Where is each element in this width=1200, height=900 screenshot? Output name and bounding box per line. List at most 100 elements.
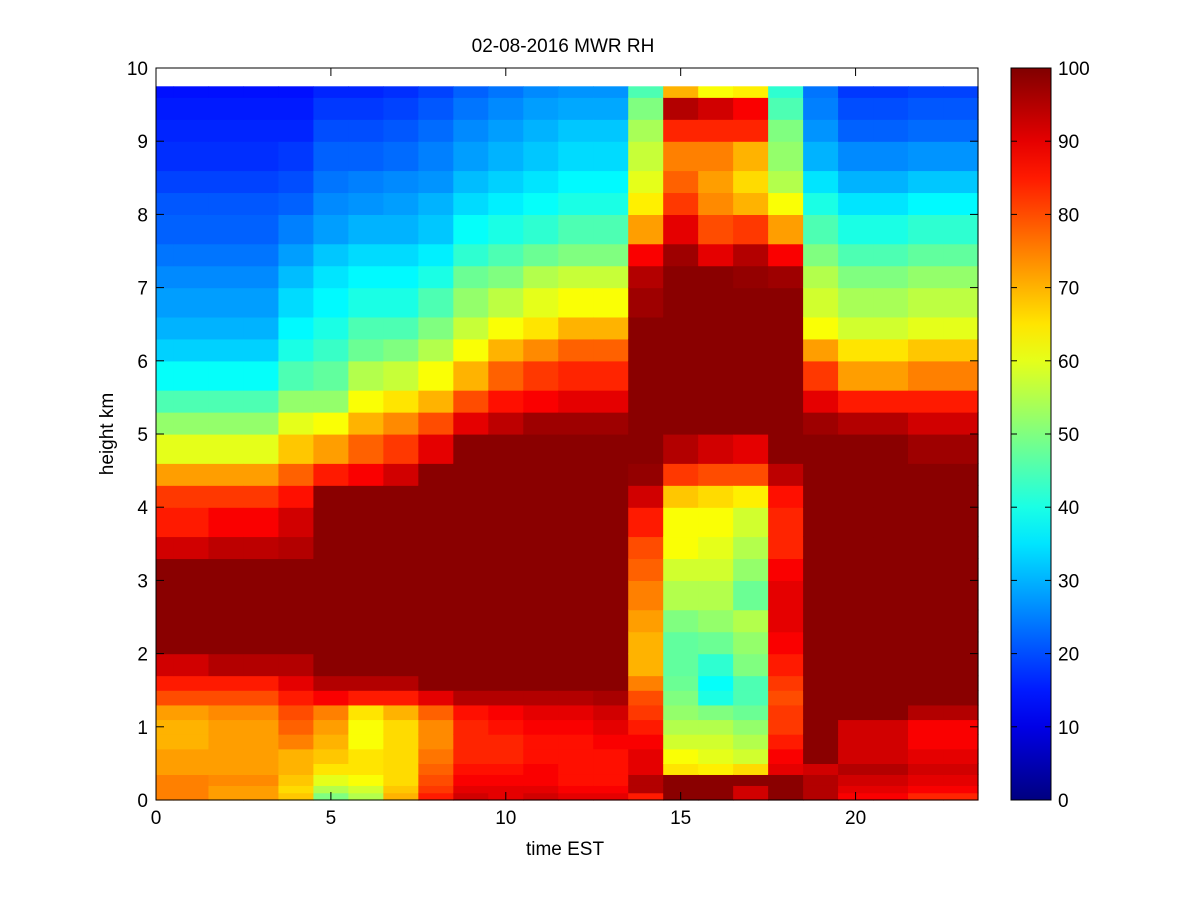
heatmap-cell — [698, 609, 734, 633]
heatmap-cell — [908, 580, 944, 611]
heatmap-cell — [453, 192, 489, 215]
heatmap-cell — [453, 287, 489, 318]
heatmap-cell — [873, 412, 909, 435]
heatmap-cell — [698, 192, 734, 215]
heatmap-cell — [383, 360, 419, 391]
heatmap-cell — [348, 463, 384, 486]
heatmap-cell — [558, 86, 594, 98]
heatmap-cell — [488, 690, 524, 706]
heatmap-cell — [908, 507, 944, 538]
heatmap-cell — [156, 609, 175, 633]
heatmap-cell — [208, 675, 245, 691]
heatmap-cell — [698, 719, 734, 735]
heatmap-cell — [383, 390, 419, 413]
heatmap-cell — [313, 119, 349, 142]
heatmap-cell — [943, 734, 979, 750]
heatmap-cell — [523, 748, 559, 764]
heatmap-cell — [908, 675, 944, 691]
heatmap-cell — [663, 316, 699, 340]
heatmap-cell — [173, 558, 210, 581]
heatmap-cell — [488, 580, 524, 611]
heatmap-cell — [173, 86, 210, 98]
heatmap-cell — [873, 631, 909, 655]
heatmap-cell — [733, 675, 769, 691]
heatmap-cell — [313, 463, 349, 486]
heatmap-cell — [838, 507, 874, 538]
heatmap-cell — [313, 170, 349, 194]
heatmap-cell — [663, 631, 699, 655]
heatmap-cell — [908, 243, 944, 267]
heatmap-cell — [803, 653, 839, 677]
y-axis-label: height km — [97, 393, 118, 475]
heatmap-cell — [663, 119, 699, 142]
heatmap-cell — [156, 704, 175, 721]
heatmap-cell — [698, 170, 734, 194]
heatmap-cell — [208, 338, 245, 362]
heatmap-cell — [313, 774, 349, 786]
heatmap-cell — [628, 97, 664, 120]
heatmap-cell — [558, 214, 594, 245]
heatmap-cell — [803, 704, 839, 721]
heatmap-cell — [453, 748, 489, 764]
heatmap-cell — [803, 338, 839, 362]
heatmap-cell — [908, 214, 944, 245]
heatmap-cell — [593, 97, 629, 120]
heatmap-cell — [628, 719, 664, 735]
heatmap-cell — [348, 558, 384, 581]
heatmap-cell — [698, 748, 734, 764]
heatmap-cell — [558, 243, 594, 267]
heatmap-cell — [418, 243, 454, 267]
heatmap-cell — [243, 774, 280, 786]
heatmap-cell — [803, 316, 839, 340]
heatmap-cell — [873, 774, 909, 786]
heatmap-cell — [943, 412, 979, 435]
heatmap-cell — [733, 97, 769, 120]
heatmap-cell — [208, 774, 245, 786]
heatmap-cell — [383, 434, 419, 464]
heatmap-cell — [418, 338, 454, 362]
heatmap-cell — [663, 214, 699, 245]
heatmap-cell — [453, 141, 489, 172]
heatmap-cell — [243, 360, 280, 391]
heatmap-cell — [243, 653, 280, 677]
heatmap-cell — [628, 536, 664, 560]
x-tick-label: 15 — [670, 808, 691, 829]
heatmap-cell — [593, 316, 629, 340]
heatmap-cell — [943, 390, 979, 413]
heatmap-cell — [348, 748, 384, 764]
heatmap-cell — [313, 97, 349, 120]
heatmap-cell — [383, 536, 419, 560]
heatmap-cell — [558, 287, 594, 318]
heatmap-cell — [663, 170, 699, 194]
heatmap-cell — [488, 774, 524, 786]
heatmap-cell — [278, 214, 315, 245]
heatmap-cell — [733, 390, 769, 413]
heatmap-cell — [278, 192, 315, 215]
heatmap-cell — [733, 192, 769, 215]
heatmap-cell — [908, 316, 944, 340]
heatmap-cell — [628, 785, 664, 794]
heatmap-cell — [278, 485, 315, 508]
heatmap-cell — [523, 536, 559, 560]
heatmap-cell — [278, 265, 315, 289]
heatmap-cell — [383, 675, 419, 691]
heatmap-cell — [908, 97, 944, 120]
heatmap-cell — [663, 507, 699, 538]
heatmap-cell — [943, 653, 979, 677]
heatmap-cell — [803, 243, 839, 267]
heatmap-cell — [453, 485, 489, 508]
heatmap-cell — [663, 653, 699, 677]
heatmap-cell — [628, 704, 664, 721]
heatmap-cell — [173, 192, 210, 215]
heatmap-cell — [698, 463, 734, 486]
heatmap-cell — [453, 580, 489, 611]
heatmap-cell — [838, 434, 874, 464]
heatmap-cell — [698, 338, 734, 362]
heatmap-cell — [663, 86, 699, 98]
heatmap-cell — [208, 287, 245, 318]
heatmap-cell — [243, 412, 280, 435]
heatmap-cell — [838, 719, 874, 735]
heatmap-cell — [593, 390, 629, 413]
heatmap-cell — [733, 360, 769, 391]
heatmap-cell — [383, 485, 419, 508]
